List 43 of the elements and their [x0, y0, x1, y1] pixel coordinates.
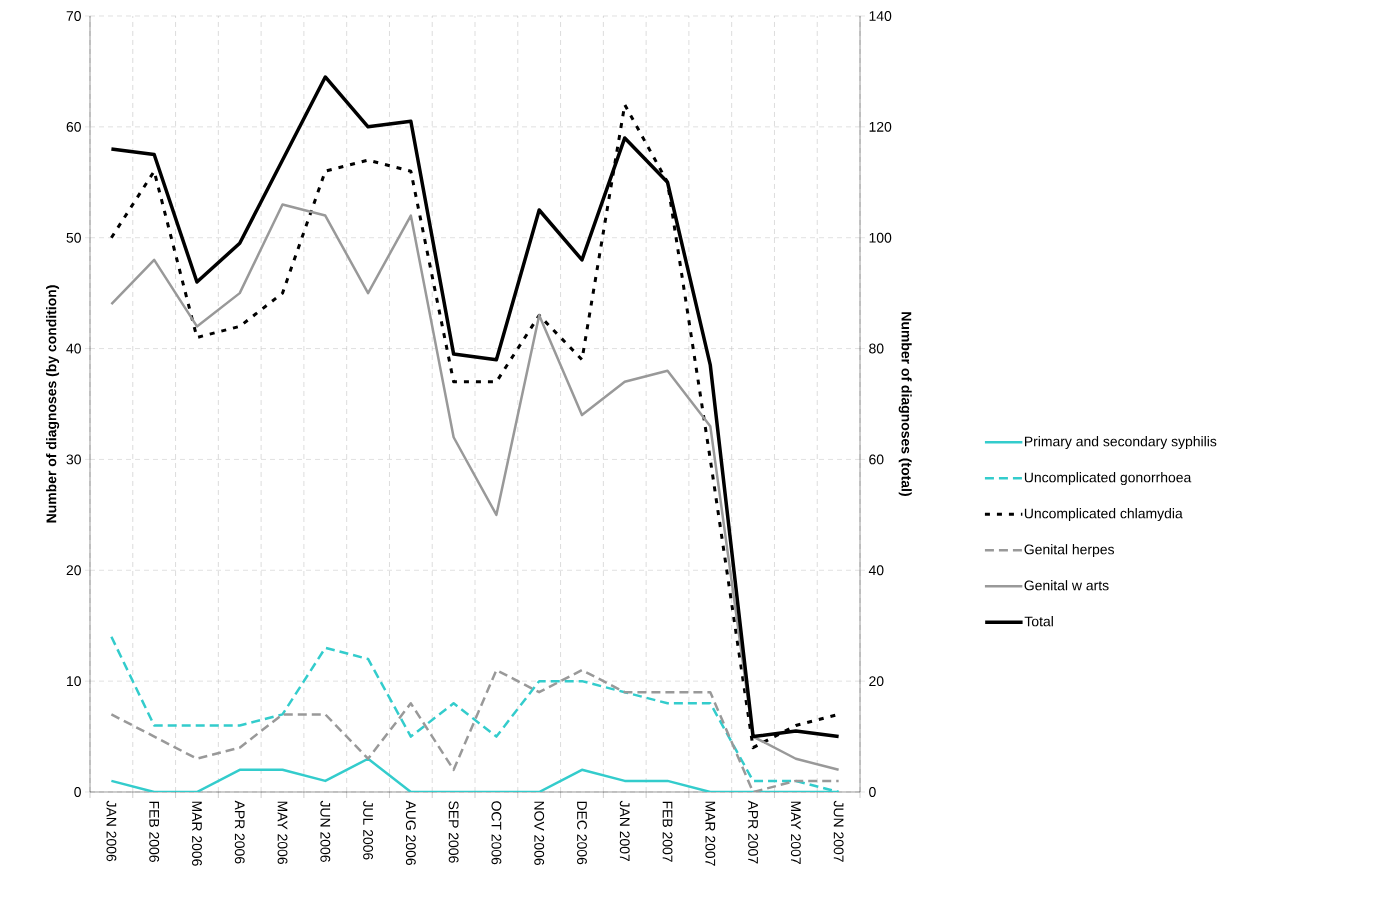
- y2-axis-title: Number of diagnoses (total): [898, 312, 912, 496]
- y2-tick-label: 100: [869, 232, 892, 243]
- x-tick-label: JAN 2007: [619, 800, 630, 862]
- legend-label: Uncomplicated chlamydia: [1024, 508, 1183, 522]
- x-tick-label: AUG 2006: [405, 800, 416, 866]
- y2-tick-label: 120: [869, 121, 892, 132]
- y-tick-label: 30: [66, 454, 81, 465]
- x-tick-label: DEC 2006: [577, 801, 587, 865]
- y2-tick-label: 140: [869, 11, 892, 21]
- legend-label: Genital w arts: [1024, 580, 1109, 591]
- x-tick-label: MAR 2006: [192, 801, 202, 866]
- y-tick-label: 40: [66, 343, 81, 354]
- y-tick-label: 10: [67, 676, 81, 687]
- x-tick-label: MAY 2007: [790, 801, 801, 864]
- legend-label: Uncomplicated gonorrhoea: [1024, 472, 1192, 486]
- x-tick-label: JUN 2006: [320, 800, 331, 862]
- y-tick-label: 60: [66, 121, 81, 132]
- x-tick-label: JAN 2006: [106, 800, 117, 862]
- y-tick-label: 70: [66, 11, 81, 21]
- y2-tick-label: 40: [868, 565, 884, 576]
- x-tick-label: APR 2007: [748, 800, 759, 864]
- line-series: [110, 203, 840, 772]
- x-tick-label: JUN 2007: [833, 800, 844, 862]
- y2-tick-label: 60: [869, 454, 884, 465]
- legend-label: Primary and secondary syphilis: [1024, 436, 1217, 450]
- y2-tick-label: 80: [869, 343, 884, 354]
- legend-label: Genital herpes: [1024, 544, 1115, 558]
- x-tick-label: APR 2006: [234, 800, 245, 864]
- x-tick-label: NOV 2006: [534, 801, 545, 866]
- x-tick-label: JUL 2006: [363, 800, 374, 860]
- x-tick-label: OCT 2006: [491, 801, 502, 865]
- legend-label: Total: [1024, 616, 1053, 627]
- y-tick-label: 50: [66, 232, 81, 243]
- x-tick-label: FEB 2007: [662, 801, 673, 862]
- x-tick-label: SEP 2006: [448, 801, 459, 863]
- y-axis-title: Number of diagnoses (by condition): [46, 285, 60, 523]
- y2-tick-label: 0: [869, 787, 876, 797]
- y-tick-label: 0: [74, 787, 81, 797]
- y-tick-label: 20: [66, 565, 81, 576]
- x-tick-label: MAR 2007: [705, 801, 716, 866]
- x-tick-label: FEB 2006: [149, 801, 160, 862]
- y2-tick-label: 20: [869, 676, 884, 687]
- x-tick-label: MAY 2006: [277, 801, 288, 864]
